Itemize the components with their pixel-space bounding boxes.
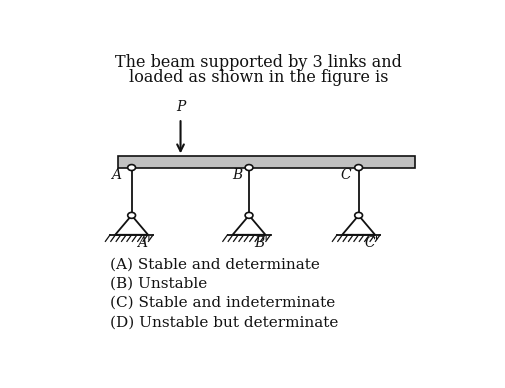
Text: A': A' — [137, 236, 151, 250]
Text: B': B' — [255, 236, 269, 250]
Bar — [118, 156, 415, 168]
Text: B: B — [232, 168, 242, 182]
Circle shape — [355, 212, 363, 218]
Circle shape — [128, 212, 135, 218]
Text: P: P — [176, 100, 185, 114]
Text: C': C' — [364, 236, 379, 250]
Text: The beam supported by 3 links and: The beam supported by 3 links and — [115, 54, 402, 71]
Text: (B) Unstable: (B) Unstable — [110, 277, 208, 291]
Circle shape — [355, 165, 363, 171]
Text: A: A — [111, 168, 121, 182]
Text: C: C — [341, 168, 351, 182]
Text: (C) Stable and indeterminate: (C) Stable and indeterminate — [110, 296, 335, 310]
Text: (D) Unstable but determinate: (D) Unstable but determinate — [110, 315, 338, 329]
Text: (A) Stable and determinate: (A) Stable and determinate — [110, 257, 320, 271]
Circle shape — [245, 165, 253, 171]
Circle shape — [245, 212, 253, 218]
Circle shape — [128, 165, 135, 171]
Text: loaded as shown in the figure is: loaded as shown in the figure is — [129, 69, 388, 86]
